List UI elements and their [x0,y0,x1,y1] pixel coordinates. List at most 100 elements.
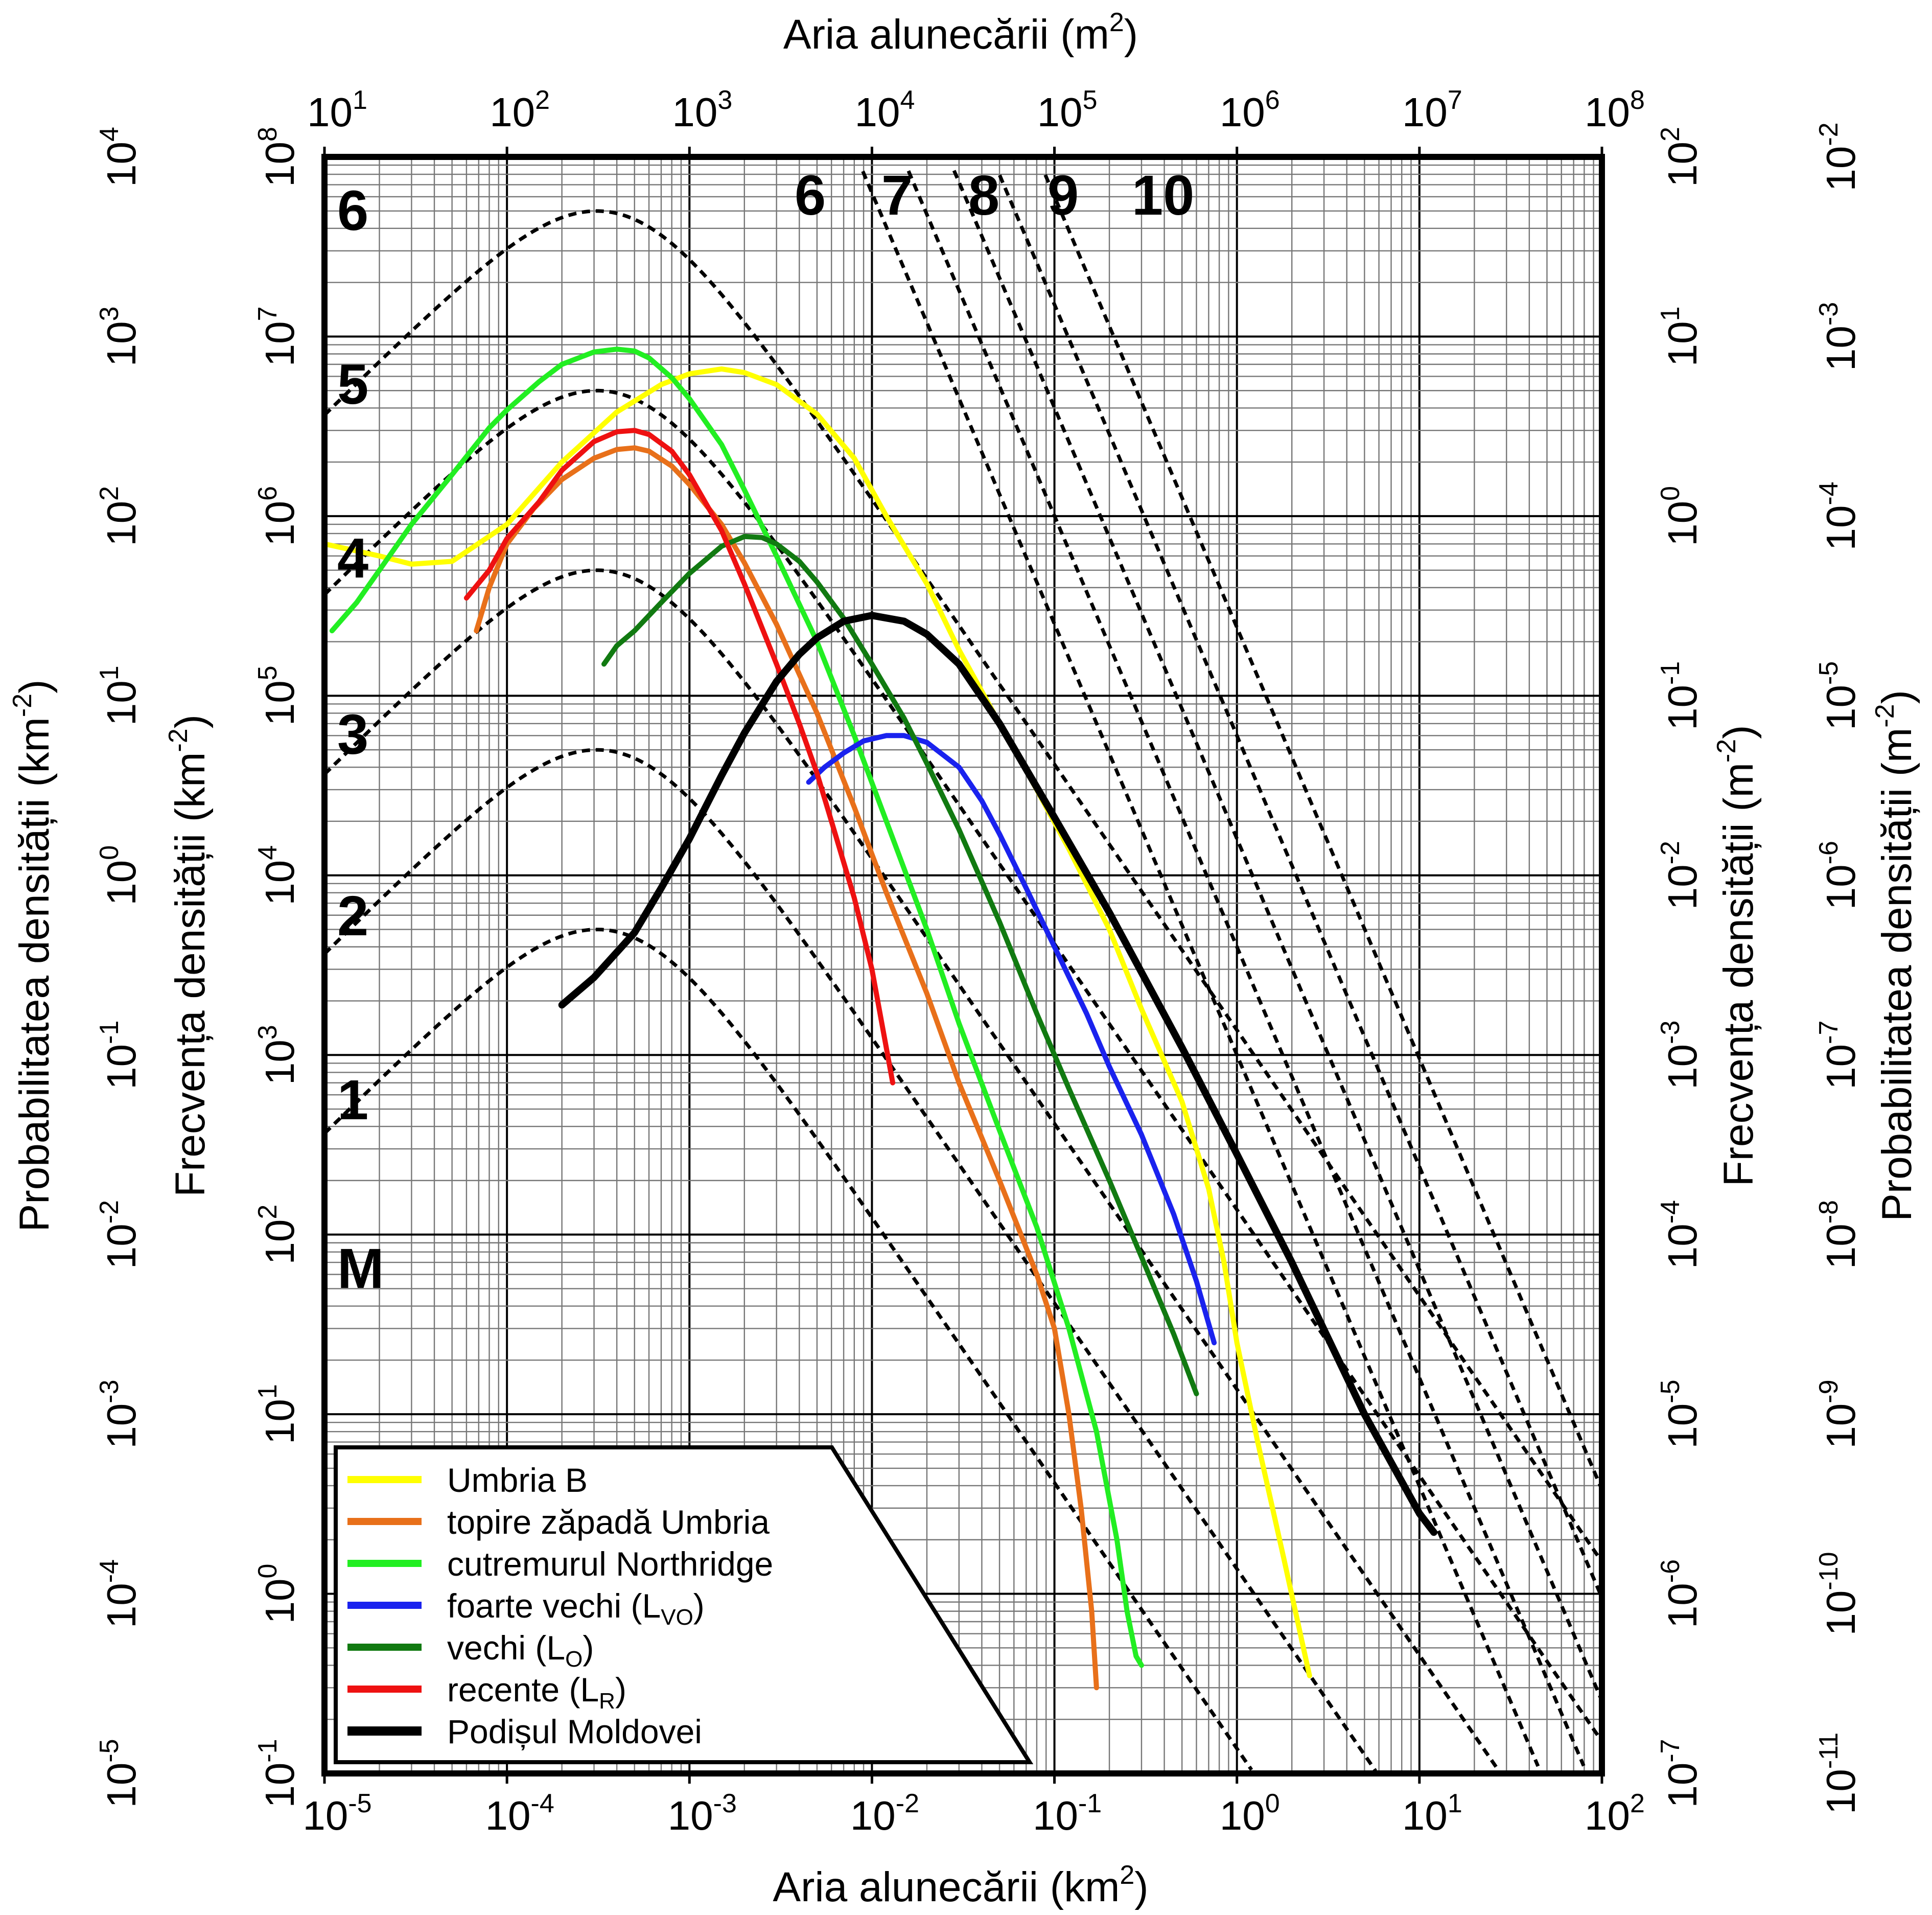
reference-curve-4 [323,209,1603,1563]
legend-entry-tail: ) [583,1629,594,1667]
axis-title-tail: ) [1134,1864,1148,1910]
y-right-outer-title-text: Probabilitatea densității (m-2) [1870,690,1920,1221]
y-left-inner-tick-label-text: 105 [253,665,302,726]
series-line-6 [463,428,896,1086]
y-right-inner-title-text: Frecvența densității (m-2) [1712,725,1762,1187]
y-right-outer-tick-label-text: 10-3 [1814,302,1864,371]
y-left-outer-title-text: Probabilitatea densității (km-2) [8,680,58,1232]
y-right-inner-tick-label-text: 10-4 [1656,1200,1705,1269]
x-top-tick-label: 108 [1585,85,1645,135]
power-law-curve-10 [1043,174,1604,1490]
y-right-inner-tick-label-text: 101 [1656,306,1705,366]
x-top-tick-label-text: 104 [854,85,915,135]
tick-base: 10 [668,1793,713,1838]
tick-base: 10 [1660,1224,1705,1269]
tick-base: 10 [99,1224,144,1269]
axis-title-tail: ) [167,714,214,728]
tick-base: 10 [1660,1044,1705,1090]
y-right-inner-tick-label: 10-5 [1656,1379,1705,1448]
tick-exponent: -6 [1814,841,1844,864]
tick-exponent: -3 [1814,302,1844,326]
tick-base: 10 [257,501,302,546]
y-right-outer-tick-label-text: 10-5 [1814,661,1864,730]
tick-base: 10 [1660,864,1705,910]
x-bottom-tick-label: 100 [1220,1789,1280,1838]
axis-title-sup: 2 [1120,1860,1134,1890]
tick-base: 10 [257,1219,302,1265]
tick-exponent: 2 [95,486,124,501]
tick-exponent: -10 [1814,1552,1844,1590]
tick-base: 10 [257,1399,302,1444]
y-right-inner-tick-label-text: 10-2 [1656,841,1705,910]
axis-title-sup: -2 [1712,739,1741,763]
tick-exponent: -2 [1814,122,1844,146]
y-left-outer-tick-label: 101 [95,665,144,726]
tick-exponent: 8 [1630,85,1645,115]
y-right-inner-tick-label: 10-6 [1656,1559,1705,1628]
x-bottom-tick-label-text: 101 [1402,1789,1462,1838]
legend: Umbria B topire zăpadă Umbria cutremurul N… [334,1445,1034,1764]
series-line-2 [474,445,1099,1691]
tick-exponent: 7 [1448,85,1462,115]
axis-title-main: Aria alunecării (m [783,11,1109,58]
y-right-inner-tick-label: 102 [1656,127,1705,187]
y-right-outer-tick-label: 10-8 [1814,1200,1864,1269]
tick-base: 10 [1660,1583,1705,1628]
tick-base: 10 [1660,685,1705,730]
y-right-inner-tick-label-text: 100 [1656,486,1705,546]
series-line-3 [329,347,1144,1668]
curve-label-left: M [337,1237,384,1300]
tick-base: 10 [257,321,302,366]
tick-exponent: 0 [253,1564,283,1579]
y-right-outer-tick-label: 10-3 [1814,302,1864,371]
x-top-title: Aria alunecării (m2) [783,8,1138,58]
y-left-inner-tick-label-text: 106 [253,486,302,546]
x-top-tick-label: 105 [1037,85,1098,135]
axis-title-sup: -2 [8,694,37,717]
tick-base: 10 [1818,505,1864,551]
y-left-inner-tick-label-text: 107 [253,306,302,366]
tick-base: 10 [257,142,302,187]
y-right-outer-tick-label: 10-10 [1814,1552,1864,1635]
tick-exponent: 4 [900,85,915,115]
y-right-outer-title: Probabilitatea densității (m-2) [1870,690,1920,1221]
legend-entry-label: Umbria B [447,1461,588,1499]
x-top-tick-label: 101 [307,85,367,135]
legend-entry-label: cutremurul Northridge [447,1545,773,1583]
power-law-curve-9 [998,174,1604,1599]
tick-exponent: 6 [1265,85,1280,115]
x-bottom-tick-label: 10-5 [302,1789,371,1838]
tick-exponent: 4 [253,845,283,860]
tick-exponent: -4 [95,1559,124,1583]
x-top-tick-label-text: 108 [1585,85,1645,135]
tick-exponent: -5 [1656,1379,1685,1403]
y-left-inner-tick-label: 100 [253,1564,302,1624]
x-bottom-tick-label: 10-2 [850,1789,919,1838]
y-left-outer-tick-label: 10-1 [95,1021,144,1090]
power-law-curve-7 [906,170,1586,1767]
axis-title-main: Aria alunecării (km [773,1864,1120,1910]
tick-base: 10 [257,680,302,726]
tick-base: 10 [99,1044,144,1090]
y-right-outer-tick-label-text: 10-2 [1814,122,1864,191]
y-right-outer-tick-label-text: 10-9 [1814,1379,1864,1448]
tick-exponent: -6 [1656,1559,1685,1583]
y-left-outer-tick-label: 102 [95,486,144,546]
tick-exponent: 0 [1656,486,1685,501]
x-bottom-tick-label-text: 10-1 [1033,1789,1102,1838]
legend-entry-name: vechi (L [447,1629,565,1667]
axis-title-tail: ) [1715,725,1762,739]
x-top-tick-label-text: 101 [307,85,367,135]
tick-base: 10 [99,1583,144,1628]
tick-base: 10 [1037,89,1083,135]
curve-label-left: 3 [337,703,368,766]
y-left-inner-tick-label-text: 108 [253,127,302,187]
y-right-outer-tick-label: 10-4 [1814,481,1864,550]
reference-curve-2 [323,568,1501,1773]
tick-exponent: 2 [253,1205,283,1219]
tick-base: 10 [1818,864,1864,910]
x-top-title-text: Aria alunecării (m2) [783,8,1138,58]
tick-exponent: -11 [1814,1733,1844,1769]
x-bottom-tick-label: 102 [1585,1789,1645,1838]
x-bottom-tick-label-text: 10-3 [668,1789,737,1838]
